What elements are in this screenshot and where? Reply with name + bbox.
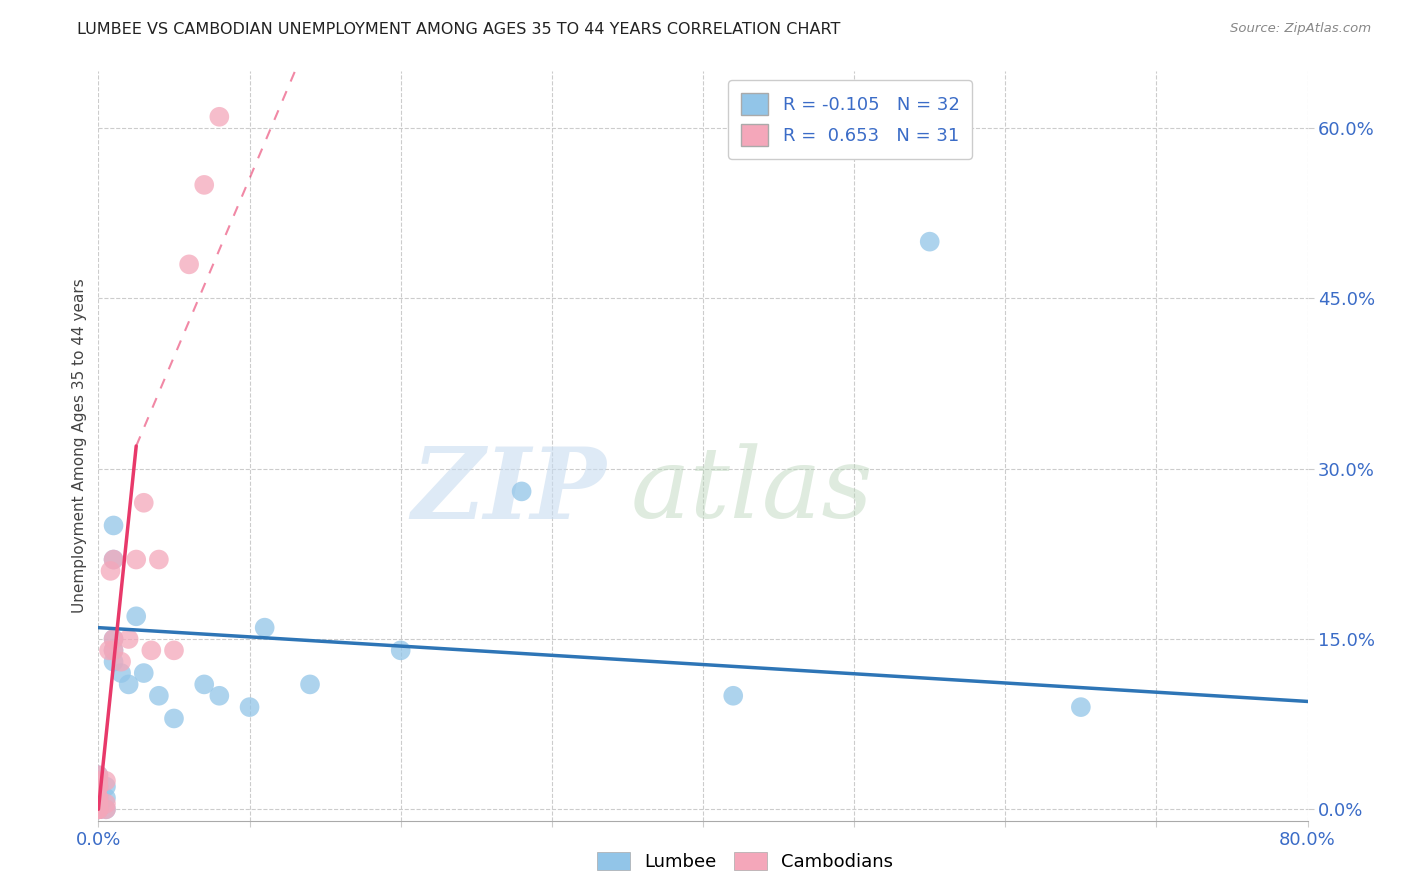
Legend: R = -0.105   N = 32, R =  0.653   N = 31: R = -0.105 N = 32, R = 0.653 N = 31 — [728, 80, 972, 159]
Point — [87, 773, 110, 788]
Point — [94, 780, 117, 794]
Point — [208, 110, 231, 124]
Text: ZIP: ZIP — [412, 442, 606, 539]
Point — [87, 780, 110, 794]
Y-axis label: Unemployment Among Ages 35 to 44 years: Unemployment Among Ages 35 to 44 years — [72, 278, 87, 614]
Point — [94, 802, 117, 816]
Point — [100, 564, 122, 578]
Point — [118, 677, 141, 691]
Point — [918, 235, 941, 249]
Point — [103, 643, 125, 657]
Point — [87, 802, 110, 816]
Point — [132, 496, 155, 510]
Point — [87, 802, 110, 816]
Point — [87, 780, 110, 794]
Text: atlas: atlas — [630, 443, 873, 539]
Point — [723, 689, 745, 703]
Point — [132, 666, 155, 681]
Text: Source: ZipAtlas.com: Source: ZipAtlas.com — [1230, 22, 1371, 36]
Point — [103, 632, 125, 646]
Point — [87, 791, 110, 805]
Point — [163, 711, 186, 725]
Point — [103, 552, 125, 566]
Legend: Lumbee, Cambodians: Lumbee, Cambodians — [591, 845, 900, 879]
Point — [163, 643, 186, 657]
Point — [87, 797, 110, 811]
Point — [141, 643, 163, 657]
Point — [148, 689, 170, 703]
Point — [87, 780, 110, 794]
Point — [389, 643, 412, 657]
Point — [208, 689, 231, 703]
Point — [87, 797, 110, 811]
Point — [87, 780, 110, 794]
Point — [193, 178, 215, 192]
Point — [98, 643, 121, 657]
Point — [193, 677, 215, 691]
Point — [299, 677, 322, 691]
Point — [87, 791, 110, 805]
Point — [510, 484, 533, 499]
Point — [103, 552, 125, 566]
Point — [125, 552, 148, 566]
Point — [179, 257, 201, 271]
Point — [94, 773, 117, 788]
Point — [110, 655, 132, 669]
Text: LUMBEE VS CAMBODIAN UNEMPLOYMENT AMONG AGES 35 TO 44 YEARS CORRELATION CHART: LUMBEE VS CAMBODIAN UNEMPLOYMENT AMONG A… — [77, 22, 841, 37]
Point — [103, 655, 125, 669]
Point — [125, 609, 148, 624]
Point — [103, 643, 125, 657]
Point — [87, 791, 110, 805]
Point — [118, 632, 141, 646]
Point — [87, 791, 110, 805]
Point — [253, 621, 276, 635]
Point — [148, 552, 170, 566]
Point — [103, 518, 125, 533]
Point — [239, 700, 262, 714]
Point — [87, 802, 110, 816]
Point — [87, 768, 110, 782]
Point — [103, 632, 125, 646]
Point — [87, 802, 110, 816]
Point — [110, 666, 132, 681]
Point — [94, 802, 117, 816]
Point — [87, 802, 110, 816]
Point — [87, 768, 110, 782]
Point — [94, 797, 117, 811]
Point — [1070, 700, 1092, 714]
Point — [87, 802, 110, 816]
Point — [87, 802, 110, 816]
Point — [94, 791, 117, 805]
Point — [87, 802, 110, 816]
